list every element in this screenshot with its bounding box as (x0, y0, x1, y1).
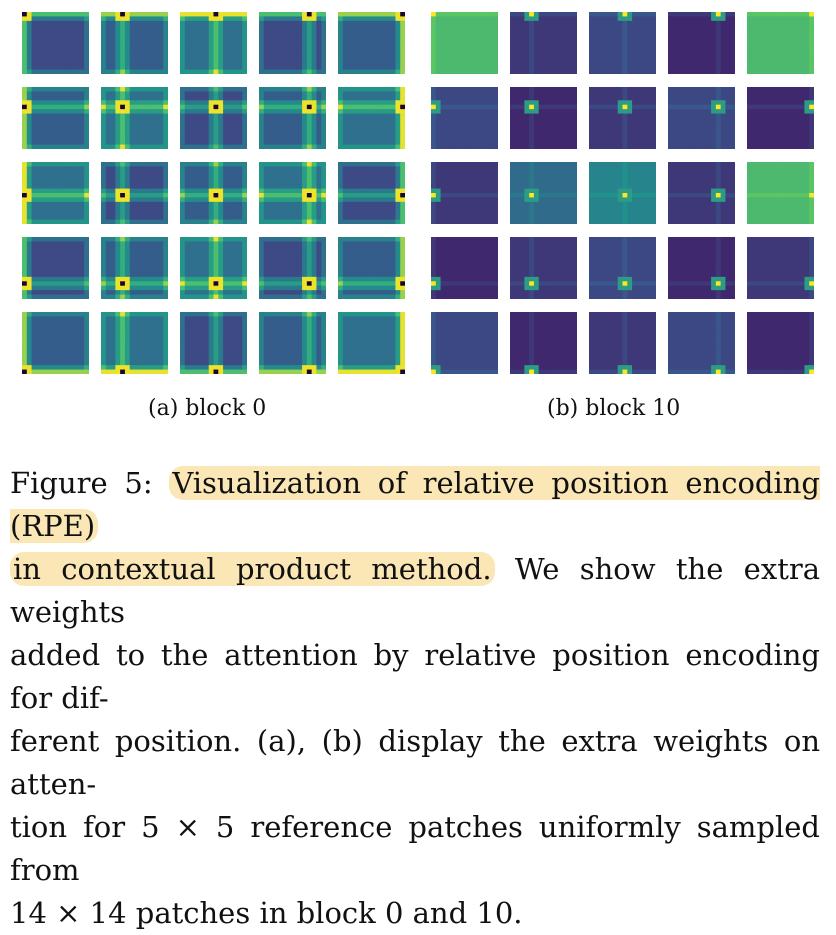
rpe-patch-b-r1-c2 (510, 12, 577, 74)
rpe-patch-b-r3-c5 (747, 162, 814, 224)
rpe-patch-b-r2-c2 (510, 87, 577, 149)
caption-prefix: Figure 5: (10, 466, 153, 500)
rpe-patch-b-r3-c1 (431, 162, 498, 224)
rpe-patch-b-r5-c2 (510, 312, 577, 374)
rpe-patch-a-r2-c1 (22, 87, 89, 149)
rpe-patch-b-r3-c2 (510, 162, 577, 224)
rpe-patch-b-r2-c4 (668, 87, 735, 149)
caption-line-5: tion for 5 × 5 reference patches uniform… (10, 810, 820, 887)
rpe-patch-a-r3-c3 (180, 162, 247, 224)
rpe-patch-b-r1-c5 (747, 12, 814, 74)
rpe-patch-a-r1-c5 (338, 12, 405, 74)
rpe-patch-b-r5-c1 (431, 312, 498, 374)
rpe-patch-a-r5-c1 (22, 312, 89, 374)
caption-line-2-rest: We show the extra weights (10, 552, 820, 629)
rpe-patch-b-r2-c3 (589, 87, 656, 149)
caption-line-4: ferent position. (a), (b) display the ex… (10, 724, 820, 801)
rpe-patch-b-r4-c1 (431, 237, 498, 299)
caption-highlight-2: in contextual product method. (10, 552, 495, 586)
rpe-patch-a-r1-c2 (101, 12, 168, 74)
rpe-patch-a-r2-c2 (101, 87, 168, 149)
rpe-patch-a-r5-c3 (180, 312, 247, 374)
rpe-patch-a-r5-c4 (259, 312, 326, 374)
rpe-patch-a-r1-c1 (22, 12, 89, 74)
rpe-patch-a-r3-c2 (101, 162, 168, 224)
panel-a-heatmap-grid (22, 12, 405, 374)
rpe-patch-a-r5-c2 (101, 312, 168, 374)
rpe-patch-a-r3-c4 (259, 162, 326, 224)
panel-b-heatmap-grid (431, 12, 814, 374)
rpe-patch-a-r4-c3 (180, 237, 247, 299)
rpe-patch-b-r4-c4 (668, 237, 735, 299)
rpe-patch-a-r4-c2 (101, 237, 168, 299)
panel-b-label: (b) block 10 (547, 396, 681, 421)
rpe-patch-a-r2-c4 (259, 87, 326, 149)
rpe-patch-b-r4-c2 (510, 237, 577, 299)
rpe-patch-b-r5-c4 (668, 312, 735, 374)
rpe-patch-b-r2-c5 (747, 87, 814, 149)
rpe-patch-a-r1-c4 (259, 12, 326, 74)
rpe-patch-b-r4-c3 (589, 237, 656, 299)
rpe-patch-b-r5-c5 (747, 312, 814, 374)
rpe-patch-b-r1-c1 (431, 12, 498, 74)
rpe-patch-a-r2-c3 (180, 87, 247, 149)
caption-line-2: in contextual product method. We show th… (10, 548, 820, 634)
rpe-patch-b-r1-c4 (668, 12, 735, 74)
figure-caption: Figure 5: Visualization of relative posi… (10, 462, 820, 935)
rpe-patch-b-r1-c3 (589, 12, 656, 74)
rpe-patch-a-r4-c4 (259, 237, 326, 299)
rpe-patch-a-r3-c5 (338, 162, 405, 224)
rpe-patch-a-r2-c5 (338, 87, 405, 149)
rpe-patch-a-r1-c3 (180, 12, 247, 74)
panel-a-label: (a) block 0 (148, 396, 267, 421)
rpe-patch-b-r4-c5 (747, 237, 814, 299)
rpe-patch-a-r4-c1 (22, 237, 89, 299)
rpe-patch-a-r5-c5 (338, 312, 405, 374)
caption-line-1: Figure 5: Visualization of relative posi… (10, 462, 820, 548)
caption-line-6: 14 × 14 patches in block 0 and 10. (10, 896, 523, 930)
rpe-patch-b-r3-c3 (589, 162, 656, 224)
rpe-patch-a-r3-c1 (22, 162, 89, 224)
rpe-patch-b-r3-c4 (668, 162, 735, 224)
rpe-patch-b-r5-c3 (589, 312, 656, 374)
caption-line-3: added to the attention by relative posit… (10, 638, 820, 715)
rpe-patch-b-r2-c1 (431, 87, 498, 149)
rpe-patch-a-r4-c5 (338, 237, 405, 299)
